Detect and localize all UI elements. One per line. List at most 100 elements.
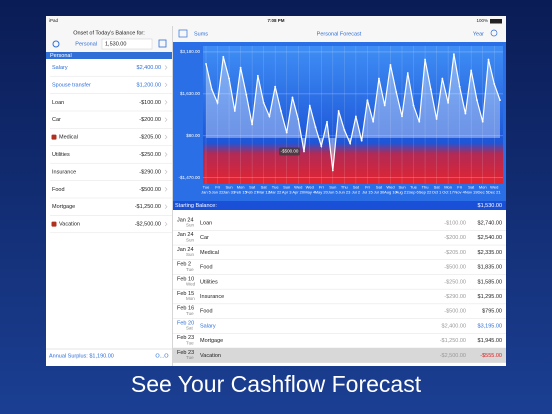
point bbox=[256, 74, 259, 77]
chevron bbox=[164, 65, 168, 70]
item-name: Car bbox=[52, 117, 61, 123]
nav-bar bbox=[173, 26, 506, 42]
row-balance: $2,740.00 bbox=[478, 220, 502, 226]
x-tick-label: May 20 bbox=[315, 190, 329, 195]
chevron bbox=[164, 82, 168, 88]
refresh-button[interactable] bbox=[52, 40, 60, 48]
item-name: Medical bbox=[59, 135, 78, 141]
row-name: Food bbox=[200, 309, 213, 315]
point bbox=[331, 169, 334, 172]
row-day: Sun bbox=[186, 237, 195, 242]
point bbox=[412, 104, 415, 107]
item-amount: -$250.00 bbox=[139, 152, 161, 158]
chart: $3,180.00$1,630.00$80.00-$1,470.00TueJan… bbox=[178, 46, 503, 195]
edit-button[interactable] bbox=[158, 39, 167, 48]
x-tick-label: Jul 30 bbox=[374, 190, 385, 195]
x-tick-label: Mar 22 bbox=[269, 190, 282, 195]
item-amount: -$290.00 bbox=[139, 169, 161, 175]
x-tick-label: Jul 2 bbox=[352, 190, 361, 195]
x-tick-label: Jan 22 bbox=[212, 190, 225, 195]
point bbox=[441, 77, 444, 80]
item-name: Food bbox=[52, 187, 65, 193]
section-bar bbox=[46, 52, 172, 59]
row-date: Feb 2 bbox=[177, 262, 191, 268]
row-date: Jan 24 bbox=[177, 247, 194, 253]
row-balance: $3,195.00 bbox=[478, 323, 502, 329]
x-tick-label: Oct 1 bbox=[432, 190, 442, 195]
row-date: Feb 23 bbox=[177, 350, 194, 356]
point bbox=[452, 53, 455, 56]
x-tick-label: Sep 22 bbox=[419, 190, 432, 195]
item-icon bbox=[51, 221, 57, 227]
point bbox=[378, 77, 380, 80]
item-amount: $2,400.00 bbox=[137, 65, 161, 71]
x-tick-label: Mon bbox=[237, 185, 245, 190]
x-tick-label: Wed bbox=[306, 185, 314, 190]
row-amount: -$500.00 bbox=[444, 265, 466, 271]
row-day: Tue bbox=[186, 267, 194, 272]
row-amount: -$200.00 bbox=[444, 235, 466, 241]
x-tick-label: Nov 4 bbox=[454, 190, 465, 195]
row-amount: -$250.00 bbox=[444, 279, 466, 285]
row-day: Wed bbox=[186, 281, 196, 286]
item-amount: $1,200.00 bbox=[137, 82, 161, 88]
point bbox=[464, 112, 467, 115]
row-name: Insurance bbox=[200, 294, 224, 300]
point bbox=[326, 120, 328, 123]
x-tick-label: Fri bbox=[457, 185, 462, 190]
y-tick-label: $3,180.00 bbox=[180, 49, 201, 54]
point bbox=[274, 85, 277, 88]
x-tick-label: Feb 27 bbox=[246, 190, 259, 195]
annotation: -$500.00 bbox=[281, 149, 299, 154]
y-tick-label: $80.00 bbox=[186, 133, 200, 138]
nav-right[interactable]: Year bbox=[473, 31, 484, 37]
annotation-box bbox=[279, 147, 300, 156]
row-amount: -$2,500.00 bbox=[440, 353, 466, 359]
row-date: Feb 10 bbox=[177, 276, 194, 282]
point bbox=[216, 101, 219, 104]
settings-icon[interactable] bbox=[490, 29, 498, 37]
point bbox=[366, 99, 369, 102]
row-name: Salary bbox=[200, 323, 216, 329]
balance-field[interactable] bbox=[101, 38, 153, 50]
account-tab[interactable]: Personal bbox=[75, 41, 97, 47]
row-date: Jan 24 bbox=[177, 232, 194, 238]
row-balance: $2,335.00 bbox=[478, 250, 502, 256]
nav-left[interactable]: Sums bbox=[194, 31, 208, 37]
item-name: Salary bbox=[52, 65, 68, 71]
x-tick-label: Oct 17 bbox=[442, 190, 455, 195]
x-tick-label: Dec 5 bbox=[477, 190, 488, 195]
x-tick-label: Sat bbox=[353, 185, 360, 190]
point bbox=[372, 120, 375, 123]
row-name: Food bbox=[200, 265, 213, 271]
item-amount: -$500.00 bbox=[139, 187, 161, 193]
point bbox=[458, 85, 461, 88]
x-tick-label: Jan 5 bbox=[201, 190, 212, 195]
row-day: Sun bbox=[186, 252, 195, 257]
row-date: Feb 15 bbox=[177, 291, 194, 297]
point bbox=[354, 115, 357, 118]
x-tick-label: Dec 21 bbox=[488, 190, 501, 195]
starting-value: $1,530.00 bbox=[478, 203, 502, 209]
row-amount: -$205.00 bbox=[444, 250, 466, 256]
point bbox=[205, 62, 207, 65]
row-amount: -$100.00 bbox=[444, 220, 466, 226]
row-date: Jan 24 bbox=[177, 217, 194, 223]
x-tick-label: Wed bbox=[294, 185, 302, 190]
chevron bbox=[164, 100, 168, 105]
x-tick-label: Jun 5 bbox=[328, 190, 339, 195]
item-name: Insurance bbox=[52, 169, 76, 175]
balance-value: 1,530.00 bbox=[105, 41, 126, 47]
item-name: Spouse transfer bbox=[52, 82, 91, 88]
x-tick-label: Thu bbox=[422, 185, 429, 190]
row-day: Mon bbox=[186, 296, 195, 301]
book-icon[interactable] bbox=[178, 29, 188, 38]
footer-button[interactable]: O...O bbox=[155, 353, 169, 359]
point bbox=[314, 126, 317, 129]
row-balance: $1,295.00 bbox=[478, 294, 502, 300]
row-amount: -$500.00 bbox=[444, 309, 466, 315]
point bbox=[406, 72, 409, 74]
row-name: Utilities bbox=[200, 279, 218, 285]
